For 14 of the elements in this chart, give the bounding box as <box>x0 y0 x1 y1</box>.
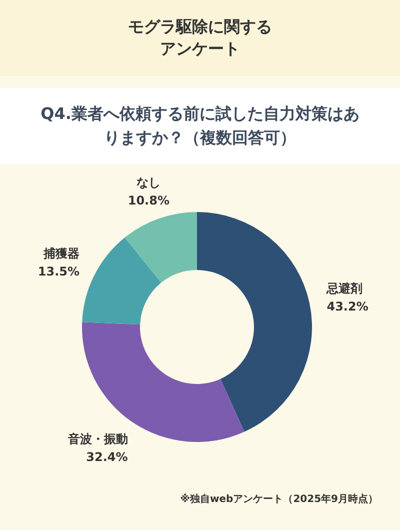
slice-label: 音波・振動 <box>66 432 128 446</box>
data-label: 43.2% <box>326 299 368 314</box>
slice-label: 忌避剤 <box>326 281 363 296</box>
chart-subtitle: Q4.業者へ依頼する前に試した自力対策はありますか？（複数回答可） <box>40 103 360 149</box>
donut-slice <box>197 212 312 432</box>
slice-label: 捕獲器 <box>42 246 80 261</box>
text: ※独自webアンケート（2025年9月時点） <box>180 492 378 506</box>
data-label: 32.4% <box>86 450 128 464</box>
chart-title: モグラ駆除に関するアンケート <box>127 16 273 60</box>
slice-label: なし <box>136 175 161 190</box>
data-label: 13.5% <box>38 264 80 279</box>
donut-slice <box>82 238 162 325</box>
data-label: 10.8% <box>128 193 170 208</box>
donut-slice <box>124 212 197 283</box>
